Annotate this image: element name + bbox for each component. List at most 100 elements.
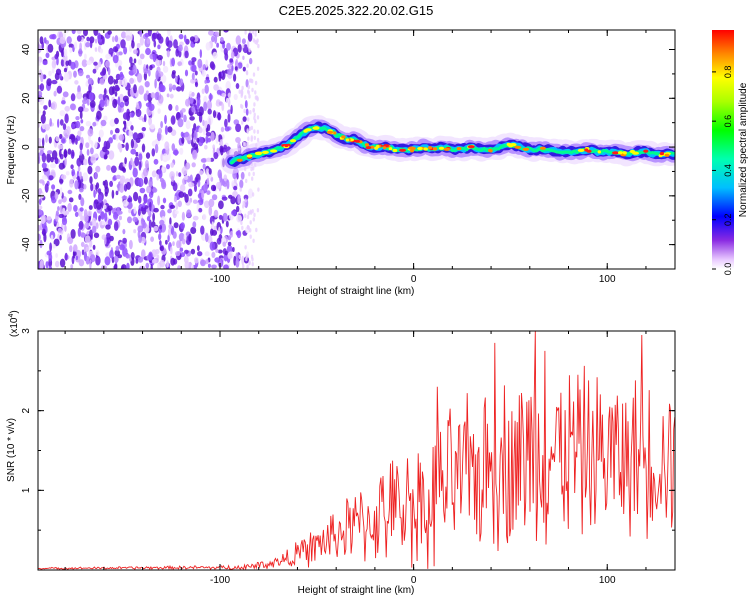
noise-speckle	[243, 202, 246, 207]
noise-speckle	[251, 87, 254, 93]
noise-speckle	[256, 97, 259, 102]
noise-speckle	[223, 174, 228, 182]
noise-speckle	[236, 172, 239, 180]
spectrogram-ytick-label: -20	[21, 188, 32, 203]
noise-speckle	[88, 139, 93, 145]
noise-speckle	[61, 100, 66, 105]
noise-speckle	[114, 35, 119, 43]
noise-speckle	[41, 152, 47, 163]
noise-speckle	[125, 142, 129, 151]
noise-speckle	[224, 126, 230, 132]
noise-speckle	[77, 165, 81, 172]
noise-speckle	[213, 185, 216, 191]
noise-speckle	[93, 199, 98, 210]
noise-speckle	[116, 210, 123, 215]
noise-speckle	[201, 88, 205, 94]
noise-speckle	[197, 96, 201, 107]
noise-speckle	[141, 143, 146, 153]
noise-speckle	[80, 215, 85, 221]
noise-speckle	[114, 127, 120, 134]
ridge-hotspot	[388, 147, 393, 151]
noise-speckle	[242, 141, 246, 147]
noise-speckle	[38, 179, 45, 184]
noise-speckle	[230, 51, 235, 59]
noise-speckle	[175, 171, 179, 177]
noise-speckle	[118, 51, 123, 56]
noise-speckle	[84, 235, 91, 244]
ridge-hotspot	[427, 146, 433, 150]
noise-speckle	[45, 134, 48, 143]
snr-scale-exponent: 4	[8, 314, 15, 318]
ridge-hotspot	[370, 145, 375, 149]
noise-speckle	[158, 127, 162, 134]
noise-speckle	[86, 74, 90, 79]
noise-speckle	[204, 144, 208, 150]
noise-speckle	[153, 186, 156, 193]
noise-speckle	[211, 251, 216, 258]
noise-speckle	[51, 79, 58, 85]
noise-speckle	[175, 251, 181, 257]
noise-speckle	[89, 259, 92, 269]
noise-speckle	[57, 118, 60, 128]
noise-speckle	[200, 225, 205, 235]
noise-speckle	[51, 101, 57, 110]
noise-speckle	[75, 255, 79, 261]
noise-speckle	[193, 130, 198, 140]
ridge-hotspot	[577, 148, 585, 152]
noise-speckle	[39, 96, 45, 106]
noise-speckle	[254, 30, 257, 33]
colorbar-label: Normalized spectral amplitude	[738, 82, 749, 217]
noise-speckle	[46, 250, 52, 256]
ridge-hotspot	[364, 143, 370, 147]
noise-speckle	[132, 64, 137, 75]
noise-speckle	[154, 78, 157, 89]
noise-speckle	[117, 96, 121, 106]
noise-speckle	[98, 129, 104, 138]
ridge-hotspot	[246, 154, 253, 158]
noise-speckle	[253, 129, 256, 134]
noise-speckle	[113, 263, 118, 269]
noise-speckle	[129, 257, 132, 262]
noise-speckle	[246, 141, 249, 147]
noise-speckle	[120, 264, 127, 269]
noise-speckle	[100, 119, 107, 127]
noise-speckle	[236, 205, 240, 213]
noise-speckle	[242, 66, 246, 72]
noise-speckle	[109, 180, 113, 187]
noise-speckle	[99, 220, 103, 226]
noise-speckle	[102, 94, 106, 101]
noise-speckle	[130, 148, 137, 155]
noise-speckle	[176, 111, 181, 119]
ridge-hotspot	[506, 142, 512, 146]
noise-speckle	[79, 110, 83, 120]
noise-speckle	[119, 93, 124, 103]
noise-speckle	[235, 252, 239, 260]
noise-speckle	[166, 50, 170, 58]
snr-ylabel: SNR (10 * v/v)	[6, 418, 17, 482]
noise-speckle	[139, 30, 143, 38]
noise-speckle	[244, 30, 247, 35]
noise-speckle	[202, 125, 206, 136]
noise-speckle	[227, 63, 232, 69]
noise-speckle	[246, 224, 250, 230]
noise-speckle	[167, 234, 170, 243]
noise-speckle	[216, 89, 222, 95]
noise-speckle	[168, 83, 173, 88]
spectrogram-axes: -100 0 100 -40 -20 0 20 40	[21, 30, 675, 285]
noise-speckle	[208, 198, 215, 208]
noise-speckle	[60, 58, 65, 67]
noise-speckle	[171, 175, 175, 182]
noise-speckle	[129, 44, 132, 53]
noise-speckle	[168, 224, 173, 229]
noise-speckle	[103, 140, 108, 150]
noise-speckle	[38, 205, 43, 210]
ridge-hotspot	[417, 146, 423, 151]
spectrogram-xtick-label: 100	[599, 274, 616, 285]
colorbar-bar	[712, 30, 734, 269]
noise-speckle	[76, 91, 83, 100]
ridge-hotspot	[341, 135, 346, 139]
noise-speckle	[193, 143, 199, 150]
noise-speckle	[231, 210, 237, 216]
noise-speckle	[76, 157, 82, 167]
noise-speckle	[159, 219, 165, 226]
